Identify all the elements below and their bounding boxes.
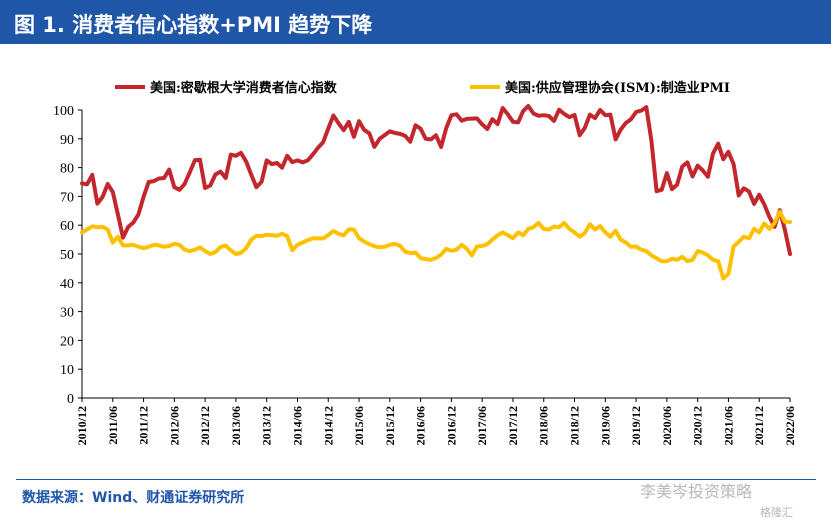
series-line-2 bbox=[80, 209, 792, 281]
x-tick-label: 2017/06 bbox=[475, 406, 489, 445]
series-line-1 bbox=[80, 104, 792, 256]
x-tick-label: 2014/12 bbox=[321, 406, 335, 445]
x-tick-label: 2016/06 bbox=[414, 406, 428, 445]
x-tick-label: 2018/06 bbox=[537, 406, 551, 445]
x-tick-label: 2019/12 bbox=[629, 406, 643, 445]
chart-title: 图 1. 消费者信心指数+PMI 趋势下降 bbox=[14, 13, 373, 37]
x-tick-label: 2017/12 bbox=[506, 406, 520, 445]
y-tick-label: 30 bbox=[60, 306, 74, 321]
watermark: 李美岑投资策略 bbox=[640, 482, 753, 501]
x-tick-label: 2011/12 bbox=[137, 406, 151, 445]
x-tick-label: 2015/06 bbox=[352, 406, 366, 445]
legend-label-2: 美国:供应管理协会(ISM):制造业PMI bbox=[505, 80, 730, 96]
x-tick-label: 2020/06 bbox=[660, 406, 674, 445]
x-tick-label: 2010/12 bbox=[75, 406, 89, 445]
title-bar: 图 1. 消费者信心指数+PMI 趋势下降 bbox=[0, 0, 831, 44]
x-tick-label: 2015/12 bbox=[383, 406, 397, 445]
x-tick-label: 2012/12 bbox=[198, 406, 212, 445]
legend: 美国:密歇根大学消费者信心指数 美国:供应管理协会(ISM):制造业PMI bbox=[115, 80, 730, 96]
x-tick-label: 2018/12 bbox=[568, 406, 582, 445]
legend-label-1: 美国:密歇根大学消费者信心指数 bbox=[150, 80, 338, 96]
source-divider bbox=[16, 479, 816, 480]
source-note: 数据来源：Wind、财通证券研究所 bbox=[22, 490, 245, 506]
x-tick-label: 2014/06 bbox=[290, 406, 304, 445]
y-tick-label: 10 bbox=[60, 363, 74, 378]
x-tick-label: 2019/06 bbox=[598, 406, 612, 445]
x-tick-label: 2021/06 bbox=[721, 406, 735, 445]
chart-area: 美国:密歇根大学消费者信心指数 美国:供应管理协会(ISM):制造业PMI 0 10… bbox=[53, 80, 797, 445]
x-tick-label: 2011/06 bbox=[106, 406, 120, 445]
x-tick-label: 2016/12 bbox=[444, 406, 458, 445]
y-tick-label: 70 bbox=[60, 190, 74, 205]
y-tick-label: 40 bbox=[60, 277, 74, 292]
x-tick-label: 2012/06 bbox=[167, 406, 181, 445]
y-tick-label: 50 bbox=[60, 248, 74, 263]
y-tick-label: 90 bbox=[60, 133, 74, 148]
axes: 0 10 20 30 40 50 60 70 80 90 100 2010/12 2011/06 2011… bbox=[53, 104, 797, 445]
y-tick-label: 60 bbox=[60, 219, 74, 234]
series-group bbox=[80, 104, 792, 281]
y-tick-label: 0 bbox=[67, 392, 74, 407]
x-tick-label: 2013/06 bbox=[229, 406, 243, 445]
x-tick-label: 2013/12 bbox=[260, 406, 274, 445]
y-tick-label: 80 bbox=[60, 162, 74, 177]
x-tick-label: 2022/06 bbox=[783, 406, 797, 445]
x-tick-label: 2020/12 bbox=[691, 406, 705, 445]
y-tick-label: 20 bbox=[60, 334, 74, 349]
x-tick-label: 2021/12 bbox=[752, 406, 766, 445]
watermark-small: 格隆汇 bbox=[760, 506, 793, 519]
y-tick-label: 100 bbox=[53, 104, 74, 119]
